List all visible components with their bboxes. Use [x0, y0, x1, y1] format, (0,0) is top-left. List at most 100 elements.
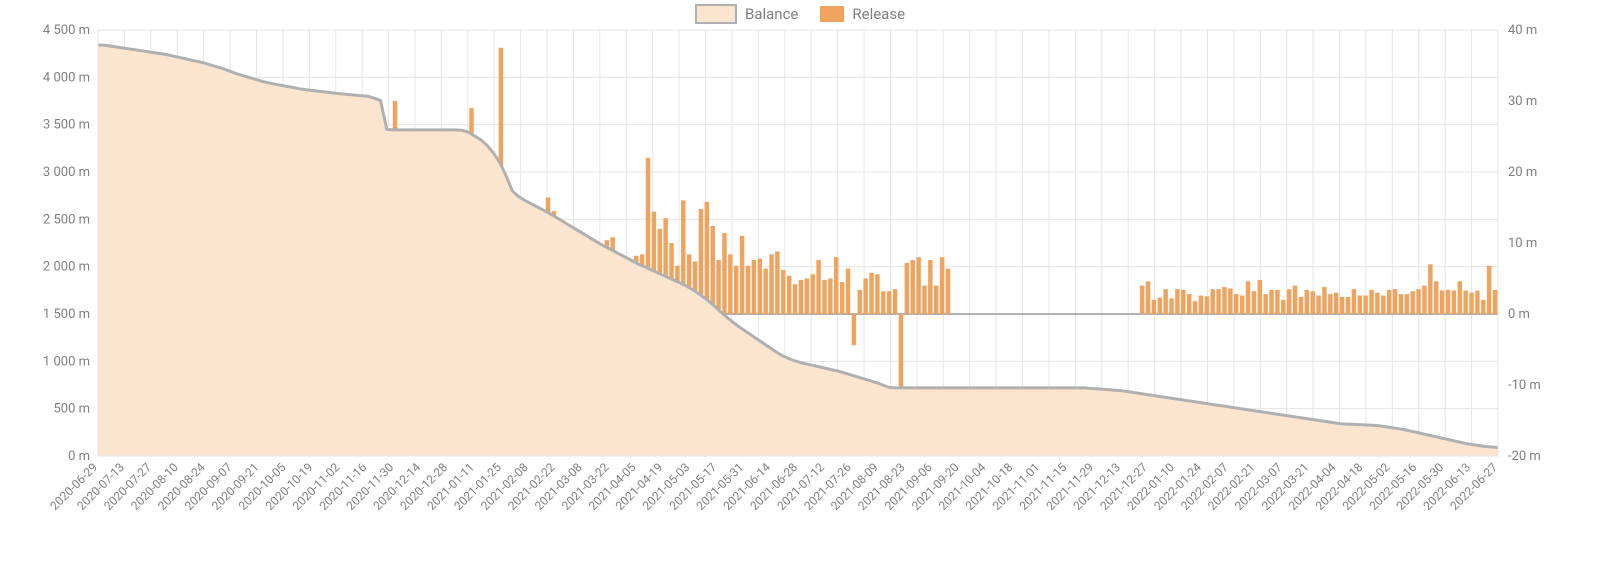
y-right-tick: 40 m [1508, 23, 1537, 38]
release-bar [1322, 287, 1326, 314]
release-bar [1181, 290, 1185, 314]
plot-area: 0 m 500 m 1 000 m 1 500 m 2 000 m 2 500 m 3 00… [0, 0, 1600, 586]
release-bar [1169, 298, 1173, 314]
release-bar [928, 260, 932, 314]
release-bar [1152, 300, 1156, 314]
release-bar [816, 260, 820, 314]
release-bar [1422, 286, 1426, 314]
release-bar [852, 314, 856, 345]
release-bar [893, 289, 897, 314]
release-bar [1299, 297, 1303, 314]
release-bar [1234, 294, 1238, 314]
y-left-tick: 1 000 m [43, 354, 90, 369]
release-bar [1199, 296, 1203, 314]
release-bar [805, 279, 809, 315]
release-bar [875, 274, 879, 314]
release-bar [734, 266, 738, 314]
y-right-tick: 20 m [1508, 165, 1537, 180]
release-bar [846, 269, 850, 314]
release-bar [1393, 289, 1397, 314]
release-bar [1463, 291, 1467, 314]
balance-area [98, 45, 1498, 456]
release-bar [1381, 296, 1385, 314]
release-bar [1193, 301, 1197, 314]
release-bar [922, 286, 926, 314]
release-bar [1140, 286, 1144, 314]
y-left-tick: 2 500 m [43, 212, 90, 227]
release-bar [887, 291, 891, 314]
release-bar [1358, 296, 1362, 314]
release-bar [940, 257, 944, 314]
release-bar [840, 282, 844, 314]
release-bar [1346, 297, 1350, 314]
release-bar [916, 257, 920, 314]
release-bar [810, 274, 814, 314]
release-bar [946, 269, 950, 314]
y-right-tick: -20 m [1508, 449, 1541, 464]
release-bar [775, 252, 779, 314]
release-bar [740, 236, 744, 314]
release-bar [1428, 264, 1432, 314]
y-left-tick: 3 500 m [43, 118, 90, 133]
release-bar [905, 263, 909, 314]
y-left-tick: 3 000 m [43, 165, 90, 180]
release-bar [1440, 291, 1444, 314]
release-bar [1252, 291, 1256, 314]
release-bar [1369, 290, 1373, 314]
release-bar [1305, 290, 1309, 314]
release-bar [787, 276, 791, 314]
release-bar [1316, 296, 1320, 314]
y-right-tick: 0 m [1508, 307, 1530, 322]
release-bar [1416, 289, 1420, 314]
release-bar [1405, 294, 1409, 314]
y-left-tick: 500 m [53, 402, 90, 417]
release-bar [1334, 293, 1338, 314]
release-bar [769, 254, 773, 314]
release-bar [1452, 291, 1456, 314]
release-bar [1163, 289, 1167, 314]
y-left-tick: 0 m [68, 449, 90, 464]
release-bar [752, 260, 756, 314]
release-bar [1493, 290, 1497, 314]
release-bar [799, 280, 803, 314]
release-bar [1487, 266, 1491, 314]
release-bar [1263, 294, 1267, 314]
release-bar [1228, 288, 1232, 314]
y-left-tick: 4 000 m [43, 70, 90, 85]
release-bar [1293, 286, 1297, 314]
y-right-tick: -10 m [1508, 378, 1541, 393]
y-left-tick: 2 000 m [43, 260, 90, 275]
release-bar [1446, 290, 1450, 314]
release-bar [1222, 287, 1226, 314]
release-bar [1275, 290, 1279, 314]
release-bar [1287, 289, 1291, 314]
release-bar [710, 226, 714, 314]
release-bar [1481, 300, 1485, 314]
release-bar [1469, 293, 1473, 314]
release-bar [728, 254, 732, 314]
release-bar [1410, 291, 1414, 314]
release-bar [1434, 281, 1438, 314]
release-bar [1475, 291, 1479, 314]
release-bar [1328, 294, 1332, 314]
release-bar [1363, 296, 1367, 314]
release-bar [758, 259, 762, 314]
release-bar [1205, 296, 1209, 314]
y-right-tick: 30 m [1508, 94, 1537, 109]
y-left-tick: 1 500 m [43, 307, 90, 322]
release-bar [1146, 281, 1150, 314]
release-bar [1175, 289, 1179, 314]
release-bar [1340, 297, 1344, 314]
release-bar [1399, 294, 1403, 314]
balance-release-chart: { "chart": { "type": "composite-area-bar… [0, 0, 1600, 586]
release-bar [828, 279, 832, 315]
release-bar [881, 291, 885, 314]
release-bar [1310, 291, 1314, 314]
release-bar [1375, 293, 1379, 314]
release-bar [1258, 280, 1262, 314]
release-bar [1246, 281, 1250, 314]
release-bar [722, 233, 726, 314]
release-bar [910, 260, 914, 314]
release-bar [781, 270, 785, 314]
release-bar [1240, 296, 1244, 314]
